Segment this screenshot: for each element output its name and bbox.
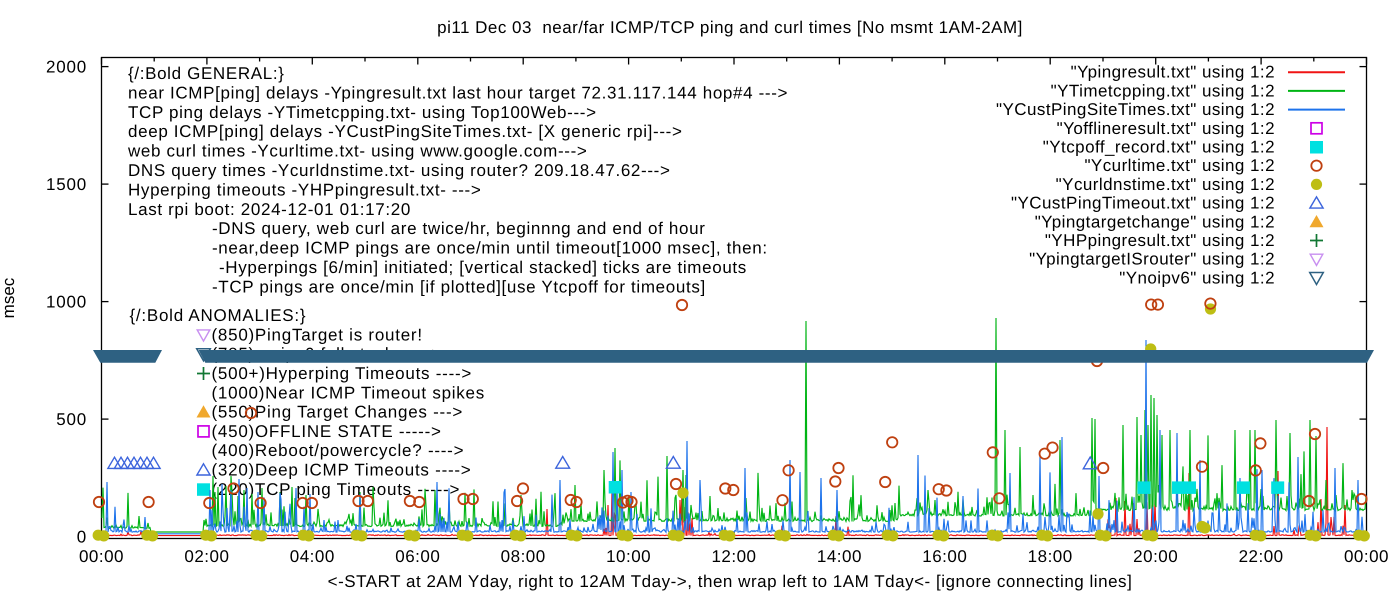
svg-text:02:00: 02:00 (184, 547, 229, 566)
svg-text:deep ICMP[ping] delays -YCustP: deep ICMP[ping] delays -YCustPingSiteTim… (128, 122, 683, 141)
svg-text:Last rpi boot: 2024-12-01 01:1: Last rpi boot: 2024-12-01 01:17:20 (128, 200, 411, 219)
svg-text:"YHPpingresult.txt" using 1:2: "YHPpingresult.txt" using 1:2 (1045, 231, 1275, 250)
svg-text:1000: 1000 (46, 293, 87, 312)
svg-text:2000: 2000 (46, 58, 87, 77)
svg-text:"Yofflineresult.txt" using 1:2: "Yofflineresult.txt" using 1:2 (1057, 119, 1275, 138)
svg-text:10:00: 10:00 (606, 547, 651, 566)
svg-text:pi11 Dec 03 near/far ICMP/TCP: pi11 Dec 03 near/far ICMP/TCP ping and c… (437, 18, 1023, 37)
svg-text:"YpingtargetISrouter" using 1:: "YpingtargetISrouter" using 1:2 (1029, 250, 1275, 269)
svg-text:0: 0 (77, 528, 87, 547)
svg-text:<-START at 2AM Yday, right to: <-START at 2AM Yday, right to 12AM Tday-… (328, 572, 1133, 591)
svg-text:14:00: 14:00 (817, 547, 862, 566)
svg-text:msec: msec (0, 277, 18, 318)
svg-text:"Ycurldnstime.txt" using 1:2: "Ycurldnstime.txt" using 1:2 (1056, 175, 1275, 194)
svg-text:near ICMP[ping] delays -Ypingr: near ICMP[ping] delays -Ypingresult.txt … (128, 83, 788, 102)
svg-text:(450)OFFLINE STATE ----->: (450)OFFLINE STATE -----> (212, 422, 442, 441)
svg-text:"YCustPingSiteTimes.txt" using: "YCustPingSiteTimes.txt" using 1:2 (996, 100, 1275, 119)
svg-text:{/:Bold GENERAL:}: {/:Bold GENERAL:} (128, 64, 285, 83)
svg-text:06:00: 06:00 (395, 547, 440, 566)
svg-text:web curl times -Ycurltime.txt-: web curl times -Ycurltime.txt- using www… (127, 142, 587, 161)
svg-text:Hyperping timeouts -YHPpingres: Hyperping timeouts -YHPpingresult.txt- -… (128, 180, 481, 199)
svg-text:1500: 1500 (46, 175, 87, 194)
svg-text:(850)PingTarget is router!: (850)PingTarget is router! (212, 325, 423, 344)
svg-text:(400)Reboot/powercycle? ---->: (400)Reboot/powercycle? ----> (212, 441, 465, 460)
svg-text:500: 500 (56, 410, 87, 429)
svg-text:(550)Ping Target Changes --->: (550)Ping Target Changes ---> (212, 403, 464, 422)
svg-text:"Ypingresult.txt" using 1:2: "Ypingresult.txt" using 1:2 (1071, 63, 1275, 82)
svg-text:-Hyperpings [6/min] initiated;: -Hyperpings [6/min] initiated; [vertical… (219, 258, 747, 277)
svg-text:(320)Deep ICMP Timeouts ---->: (320)Deep ICMP Timeouts ----> (212, 461, 472, 480)
svg-text:22:00: 22:00 (1239, 547, 1284, 566)
svg-text:"YCustPingTimeout.txt" using 1: "YCustPingTimeout.txt" using 1:2 (1011, 194, 1275, 213)
svg-text:-DNS query, web curl are twice: -DNS query, web curl are twice/hr, begin… (212, 219, 706, 238)
svg-text:(500+)Hyperping Timeouts ---->: (500+)Hyperping Timeouts ----> (212, 364, 473, 383)
svg-text:TCP ping delays -YTimetcpping.: TCP ping delays -YTimetcpping.txt- using… (128, 103, 597, 122)
svg-text:08:00: 08:00 (501, 547, 546, 566)
svg-text:(220)TCP ping Timeouts ----->: (220)TCP ping Timeouts -----> (212, 480, 461, 499)
svg-text:"Ycurltime.txt" using 1:2: "Ycurltime.txt" using 1:2 (1084, 156, 1275, 175)
svg-text:"Ypingtargetchange" using 1:2: "Ypingtargetchange" using 1:2 (1035, 212, 1275, 231)
svg-text:(1000)Near ICMP Timeout spikes: (1000)Near ICMP Timeout spikes (212, 383, 486, 402)
svg-text:{/:Bold ANOMALIES:}: {/:Bold ANOMALIES:} (130, 306, 307, 325)
svg-text:"Ynoipv6" using 1:2: "Ynoipv6" using 1:2 (1119, 268, 1275, 287)
svg-text:20:00: 20:00 (1133, 547, 1178, 566)
svg-text:-near,deep ICMP pings are once: -near,deep ICMP pings are once/min until… (212, 239, 768, 258)
svg-text:12:00: 12:00 (711, 547, 756, 566)
svg-text:04:00: 04:00 (290, 547, 335, 566)
svg-text:00:00: 00:00 (79, 547, 124, 566)
svg-text:"YTimetcpping.txt" using 1:2: "YTimetcpping.txt" using 1:2 (1051, 81, 1275, 100)
svg-text:"Ytcpoff_record.txt" using 1:2: "Ytcpoff_record.txt" using 1:2 (1043, 138, 1275, 157)
svg-text:DNS query times -Ycurldnstime.: DNS query times -Ycurldnstime.txt- using… (128, 161, 671, 180)
svg-text:18:00: 18:00 (1028, 547, 1073, 566)
svg-text:00:00: 00:00 (1344, 547, 1389, 566)
svg-text:-TCP pings are once/min [if pl: -TCP pings are once/min [if plotted][use… (212, 277, 706, 296)
svg-text:16:00: 16:00 (922, 547, 967, 566)
